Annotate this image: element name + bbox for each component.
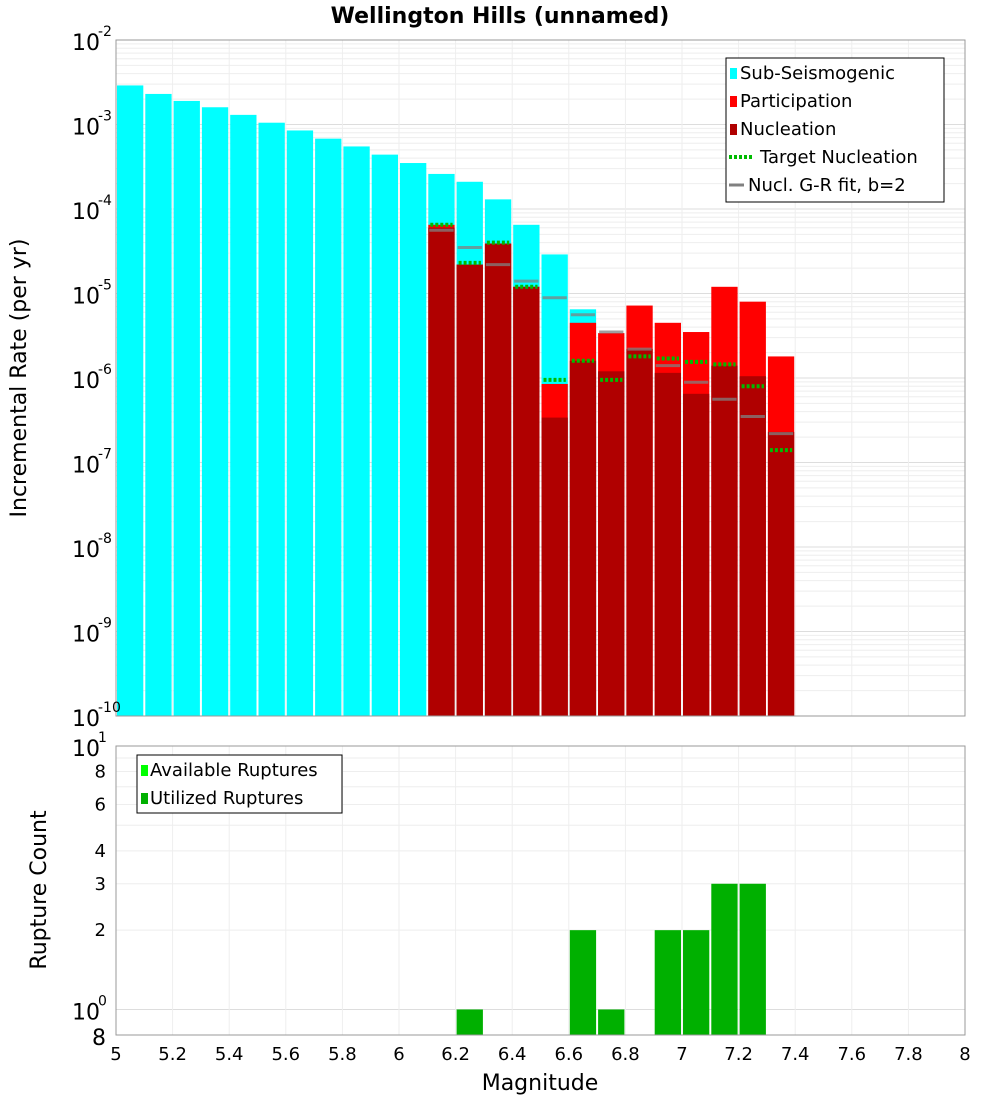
sub-seismogenic-bar	[371, 154, 398, 717]
sub-seismogenic-bar	[201, 107, 229, 717]
x-tick-label: 7	[676, 1044, 687, 1065]
bottom-y-tick: 4	[95, 841, 106, 862]
top-y-tick-exponent: -10	[98, 700, 121, 716]
legend-label-2: Nucleation	[740, 119, 836, 140]
legend-label-3: Target Nucleation	[759, 147, 918, 168]
x-tick-label: 7.8	[894, 1044, 923, 1065]
bottom-y-tick: 6	[95, 794, 106, 815]
nucleation-bar	[569, 360, 597, 716]
top-y-tick-base: 10	[72, 116, 100, 141]
x-tick-label: 5	[110, 1044, 121, 1065]
x-tick-label: 7.6	[837, 1044, 866, 1065]
x-tick-label: 5.2	[158, 1044, 187, 1065]
bottom-legend-swatch-1	[141, 793, 148, 804]
x-tick-label: 6	[393, 1044, 404, 1065]
x-tick-label: 7.4	[781, 1044, 810, 1065]
top-y-tick-base: 10	[72, 31, 100, 56]
top-y-tick-exponent: -4	[98, 193, 112, 209]
x-tick-label: 7.2	[724, 1044, 753, 1065]
x-tick-label: 6.8	[611, 1044, 640, 1065]
top-y-tick-base: 10	[72, 285, 100, 310]
bottom-y-tick-exponent: 0	[98, 993, 107, 1009]
nucleation-bar	[711, 365, 738, 716]
bottom-legend-label-1: Utilized Ruptures	[150, 788, 303, 809]
legend-label-1: Participation	[740, 91, 852, 112]
legend-swatch-0	[730, 68, 737, 79]
bottom-y-tick-low: 8	[92, 1026, 106, 1051]
x-tick-label: 5.6	[271, 1044, 300, 1065]
bottom-y-axis-label: Rupture Count	[27, 810, 52, 970]
bottom-y-tick: 8	[95, 762, 106, 783]
sub-seismogenic-bar	[343, 146, 370, 717]
legend-label-4: Nucl. G-R fit, b=2	[748, 175, 906, 196]
x-tick-label: 6.6	[554, 1044, 583, 1065]
bottom-y-tick-base: 10	[72, 1000, 100, 1025]
top-y-tick-base: 10	[72, 454, 100, 479]
bottom-legend-box	[136, 754, 343, 814]
top-y-tick-base: 10	[72, 623, 100, 648]
x-tick-label: 5.4	[215, 1044, 244, 1065]
x-axis-label: Magnitude	[482, 1071, 599, 1096]
chart-title: Wellington Hills (unnamed)	[331, 4, 670, 29]
bottom-y-tick: 3	[95, 874, 106, 895]
nucleation-bar	[654, 372, 681, 716]
top-y-tick-exponent: -3	[98, 109, 112, 125]
top-y-tick-exponent: -6	[98, 362, 112, 378]
utilized-ruptures-bar	[598, 1009, 625, 1035]
x-tick-label: 6.2	[441, 1044, 470, 1065]
sub-seismogenic-bar	[145, 93, 172, 716]
utilized-ruptures-bar	[654, 930, 681, 1035]
nucleation-bar	[767, 431, 795, 716]
utilized-ruptures-bar	[456, 1009, 483, 1035]
nucleation-bar	[456, 264, 483, 716]
bottom-legend-label-0: Available Ruptures	[150, 760, 318, 781]
top-y-tick-exponent: -9	[98, 616, 112, 632]
utilized-ruptures-bar	[739, 883, 766, 1035]
top-y-tick-exponent: -8	[98, 531, 112, 547]
legend-swatch-2	[730, 124, 737, 135]
top-y-tick-exponent: -7	[98, 447, 112, 463]
bottom-plot-frame	[115, 745, 966, 1036]
top-y-axis-label: Incremental Rate (per yr)	[7, 239, 32, 518]
top-y-tick-base: 10	[72, 538, 100, 563]
bottom-legend-swatch-0	[141, 765, 148, 776]
nucleation-bar	[598, 371, 625, 716]
x-tick-label: 8	[959, 1044, 970, 1065]
sub-seismogenic-bar	[315, 138, 342, 716]
sub-seismogenic-bar	[400, 163, 427, 716]
sub-seismogenic-bar	[117, 85, 144, 716]
top-legend-box	[725, 57, 945, 203]
bottom-y-tick-exponent: 1	[98, 730, 107, 746]
bottom-y-tick-base: 10	[72, 737, 100, 762]
x-tick-label: 5.8	[328, 1044, 357, 1065]
utilized-ruptures-bar	[569, 930, 597, 1035]
sub-seismogenic-bar	[230, 114, 257, 717]
top-y-tick-exponent: -5	[98, 278, 112, 294]
top-plot-frame	[115, 39, 966, 717]
sub-seismogenic-bar	[173, 100, 200, 717]
utilized-ruptures-bar	[711, 883, 738, 1035]
bottom-y-tick: 2	[95, 920, 106, 941]
top-y-tick-base: 10	[72, 369, 100, 394]
top-y-tick-base: 10	[72, 200, 100, 225]
nucleation-bar	[683, 393, 710, 716]
nucleation-bar	[428, 227, 455, 716]
x-tick-label: 6.4	[498, 1044, 527, 1065]
top-y-tick-exponent: -2	[98, 24, 112, 40]
sub-seismogenic-bar	[258, 122, 285, 717]
sub-seismogenic-bar	[286, 130, 314, 716]
legend-label-0: Sub-Seismogenic	[740, 63, 895, 84]
nucleation-bar	[739, 376, 766, 716]
nucleation-bar	[626, 349, 653, 716]
legend-swatch-1	[730, 96, 737, 107]
nucleation-bar	[541, 417, 568, 716]
top-y-tick-base: 10	[72, 707, 100, 732]
utilized-ruptures-bar	[683, 930, 710, 1035]
nucleation-bar	[513, 286, 540, 716]
nucleation-bar	[484, 243, 512, 716]
